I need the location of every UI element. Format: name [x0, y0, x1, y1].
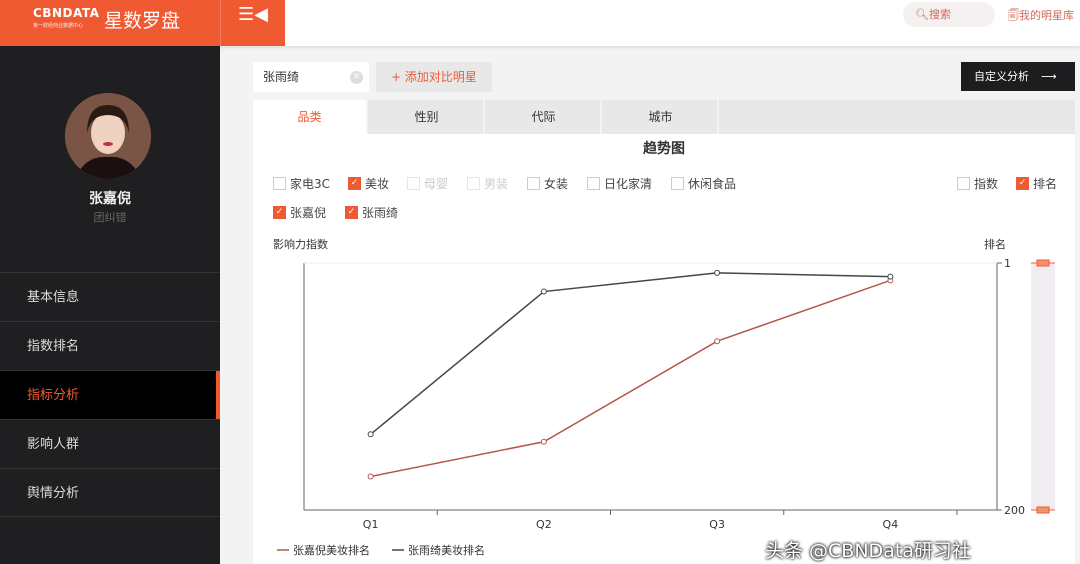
logo[interactable]: CBNDATA 第一财经商业数据中心 星数罗盘 [0, 0, 220, 46]
checkbox-index[interactable]: 指数 [957, 175, 998, 192]
checkbox-box [407, 177, 420, 190]
search-icon: 🔍︎ [915, 8, 929, 21]
clear-icon[interactable]: ✕ [350, 71, 363, 84]
star-library-icon: 🗐 [1008, 9, 1019, 22]
x-tick-label: Q1 [363, 518, 379, 531]
checkbox-box [467, 177, 480, 190]
sidebar-item-basic-info[interactable]: 基本信息 [0, 272, 220, 321]
search-label: 搜索 [928, 8, 951, 21]
checkbox-womenswear[interactable]: 女装 [527, 175, 568, 192]
tab-city[interactable]: 城市 [604, 100, 719, 134]
series-line-2 [370, 272, 891, 435]
checkbox-box [527, 177, 540, 190]
checkbox-mother-baby[interactable]: 母婴 [407, 175, 448, 192]
checkbox-box: ✓ [348, 177, 361, 190]
checkbox-star-2[interactable]: ✓ 张雨绮 [345, 204, 398, 221]
sidebar-item-sentiment[interactable]: 舆情分析 [0, 468, 220, 517]
checkbox-label: 指数 [974, 177, 999, 191]
checkbox-snacks[interactable]: 休闲食品 [671, 175, 736, 192]
avatar [65, 93, 151, 179]
search-button[interactable]: 🔍︎搜索 [903, 2, 995, 27]
data-point [714, 269, 721, 276]
checkbox-box: ✓ [1016, 177, 1029, 190]
checkbox-label: 美妆 [365, 177, 390, 191]
tab-category[interactable]: 品类 [253, 100, 368, 134]
chart-title: 趋势图 [643, 141, 685, 157]
chart-panel: 趋势图 家电3C ✓ 美妆 母婴 男装 女装 日化家清 休闲食品 指数 ✓ 排名 ✓ 张嘉倪 ✓ 张雨绮 影… [253, 134, 1075, 564]
compare-star-input[interactable]: 张雨绮 ✕ [253, 62, 369, 92]
arrow-right-icon: ⟶ [1041, 70, 1057, 83]
checkbox-box [957, 177, 970, 190]
custom-analysis-label: 自定义分析 [974, 70, 1029, 83]
user-group: 团纠错 [93, 211, 127, 224]
checkbox-label: 家电3C [290, 177, 331, 191]
sidebar-item-audience[interactable]: 影响人群 [0, 419, 220, 468]
compare-star-value: 张雨绮 [263, 70, 300, 84]
checkbox-label: 张雨绮 [362, 206, 399, 220]
checkbox-home-appliance[interactable]: 家电3C [273, 175, 330, 192]
range-slider-handle[interactable] [1036, 506, 1050, 514]
menu-collapse-icon: ☰◀ [238, 4, 268, 25]
y-tick-label: 200 [1004, 504, 1025, 517]
sidebar: 张嘉倪 团纠错 基本信息 指数排名 指标分析 影响人群 舆情分析 [0, 46, 220, 564]
range-slider-handle[interactable] [1036, 259, 1050, 267]
x-tick-label: Q4 [883, 518, 899, 531]
logo-name: 星数罗盘 [104, 10, 181, 32]
my-stars-label: 我的明星库 [1019, 9, 1074, 22]
y-tick-label: 1 [1004, 257, 1011, 270]
data-point [367, 431, 374, 438]
tab-bar: 品类 性别 代际 城市 [253, 100, 1075, 134]
y-axis-right-label: 排名 [984, 238, 1006, 251]
legend-label: 张嘉倪美妆排名 [293, 543, 370, 557]
checkbox-menswear[interactable]: 男装 [467, 175, 508, 192]
x-tick-label: Q3 [709, 518, 725, 531]
user-name: 张嘉倪 [89, 191, 131, 207]
checkbox-ranking[interactable]: ✓ 排名 [1016, 175, 1057, 192]
legend-label: 张雨绮美妆排名 [408, 543, 485, 557]
menu-collapse-button[interactable]: ☰◀ [220, 0, 285, 46]
checkbox-box: ✓ [345, 206, 358, 219]
checkbox-label: 张嘉倪 [290, 206, 327, 220]
checkbox-label: 日化家清 [604, 177, 653, 191]
sidebar-item-metric-analysis[interactable]: 指标分析 [0, 370, 220, 419]
add-compare-button[interactable]: + 添加对比明星 [376, 62, 492, 92]
checkbox-box [671, 177, 684, 190]
my-stars-link[interactable]: 🗐我的明星库 [1008, 7, 1074, 26]
checkbox-label: 男装 [484, 177, 509, 191]
tab-gender[interactable]: 性别 [370, 100, 485, 134]
checkbox-label: 休闲食品 [688, 177, 737, 191]
checkbox-label: 女装 [544, 177, 569, 191]
logo-tagline: 第一财经商业数据中心 [33, 23, 84, 29]
checkbox-box [587, 177, 600, 190]
sidebar-nav: 基本信息 指数排名 指标分析 影响人群 舆情分析 [0, 272, 220, 517]
custom-analysis-button[interactable]: 自定义分析 ⟶ [961, 62, 1075, 91]
checkbox-box: ✓ [273, 206, 286, 219]
checkbox-star-1[interactable]: ✓ 张嘉倪 [273, 204, 326, 221]
checkbox-box [273, 177, 286, 190]
tab-generation[interactable]: 代际 [487, 100, 602, 134]
trend-chart: 1 200 Q1 Q2 Q3 Q4 张嘉倪美妆排名 张雨绮美妆排名 [277, 257, 1055, 557]
data-point [887, 273, 894, 280]
checkbox-label: 母婴 [424, 177, 449, 191]
watermark: 头条 @CBNData研习社 [765, 540, 971, 562]
range-slider-track [1031, 263, 1055, 510]
checkbox-household[interactable]: 日化家清 [587, 175, 652, 192]
checkbox-label: 排名 [1033, 177, 1058, 191]
sidebar-item-index-ranking[interactable]: 指数排名 [0, 321, 220, 370]
data-point [714, 338, 721, 345]
x-tick-label: Q2 [536, 518, 552, 531]
top-bar: CBNDATA 第一财经商业数据中心 星数罗盘 ☰◀ 🔍︎搜索 🗐我的明星库 [0, 0, 1080, 46]
data-point [540, 288, 547, 295]
data-point [540, 438, 547, 445]
y-axis-left-label: 影响力指数 [273, 238, 328, 251]
data-point [367, 473, 374, 480]
logo-brand: CBNDATA [33, 6, 100, 20]
series-line-1 [370, 279, 891, 478]
checkbox-beauty[interactable]: ✓ 美妆 [348, 175, 389, 192]
